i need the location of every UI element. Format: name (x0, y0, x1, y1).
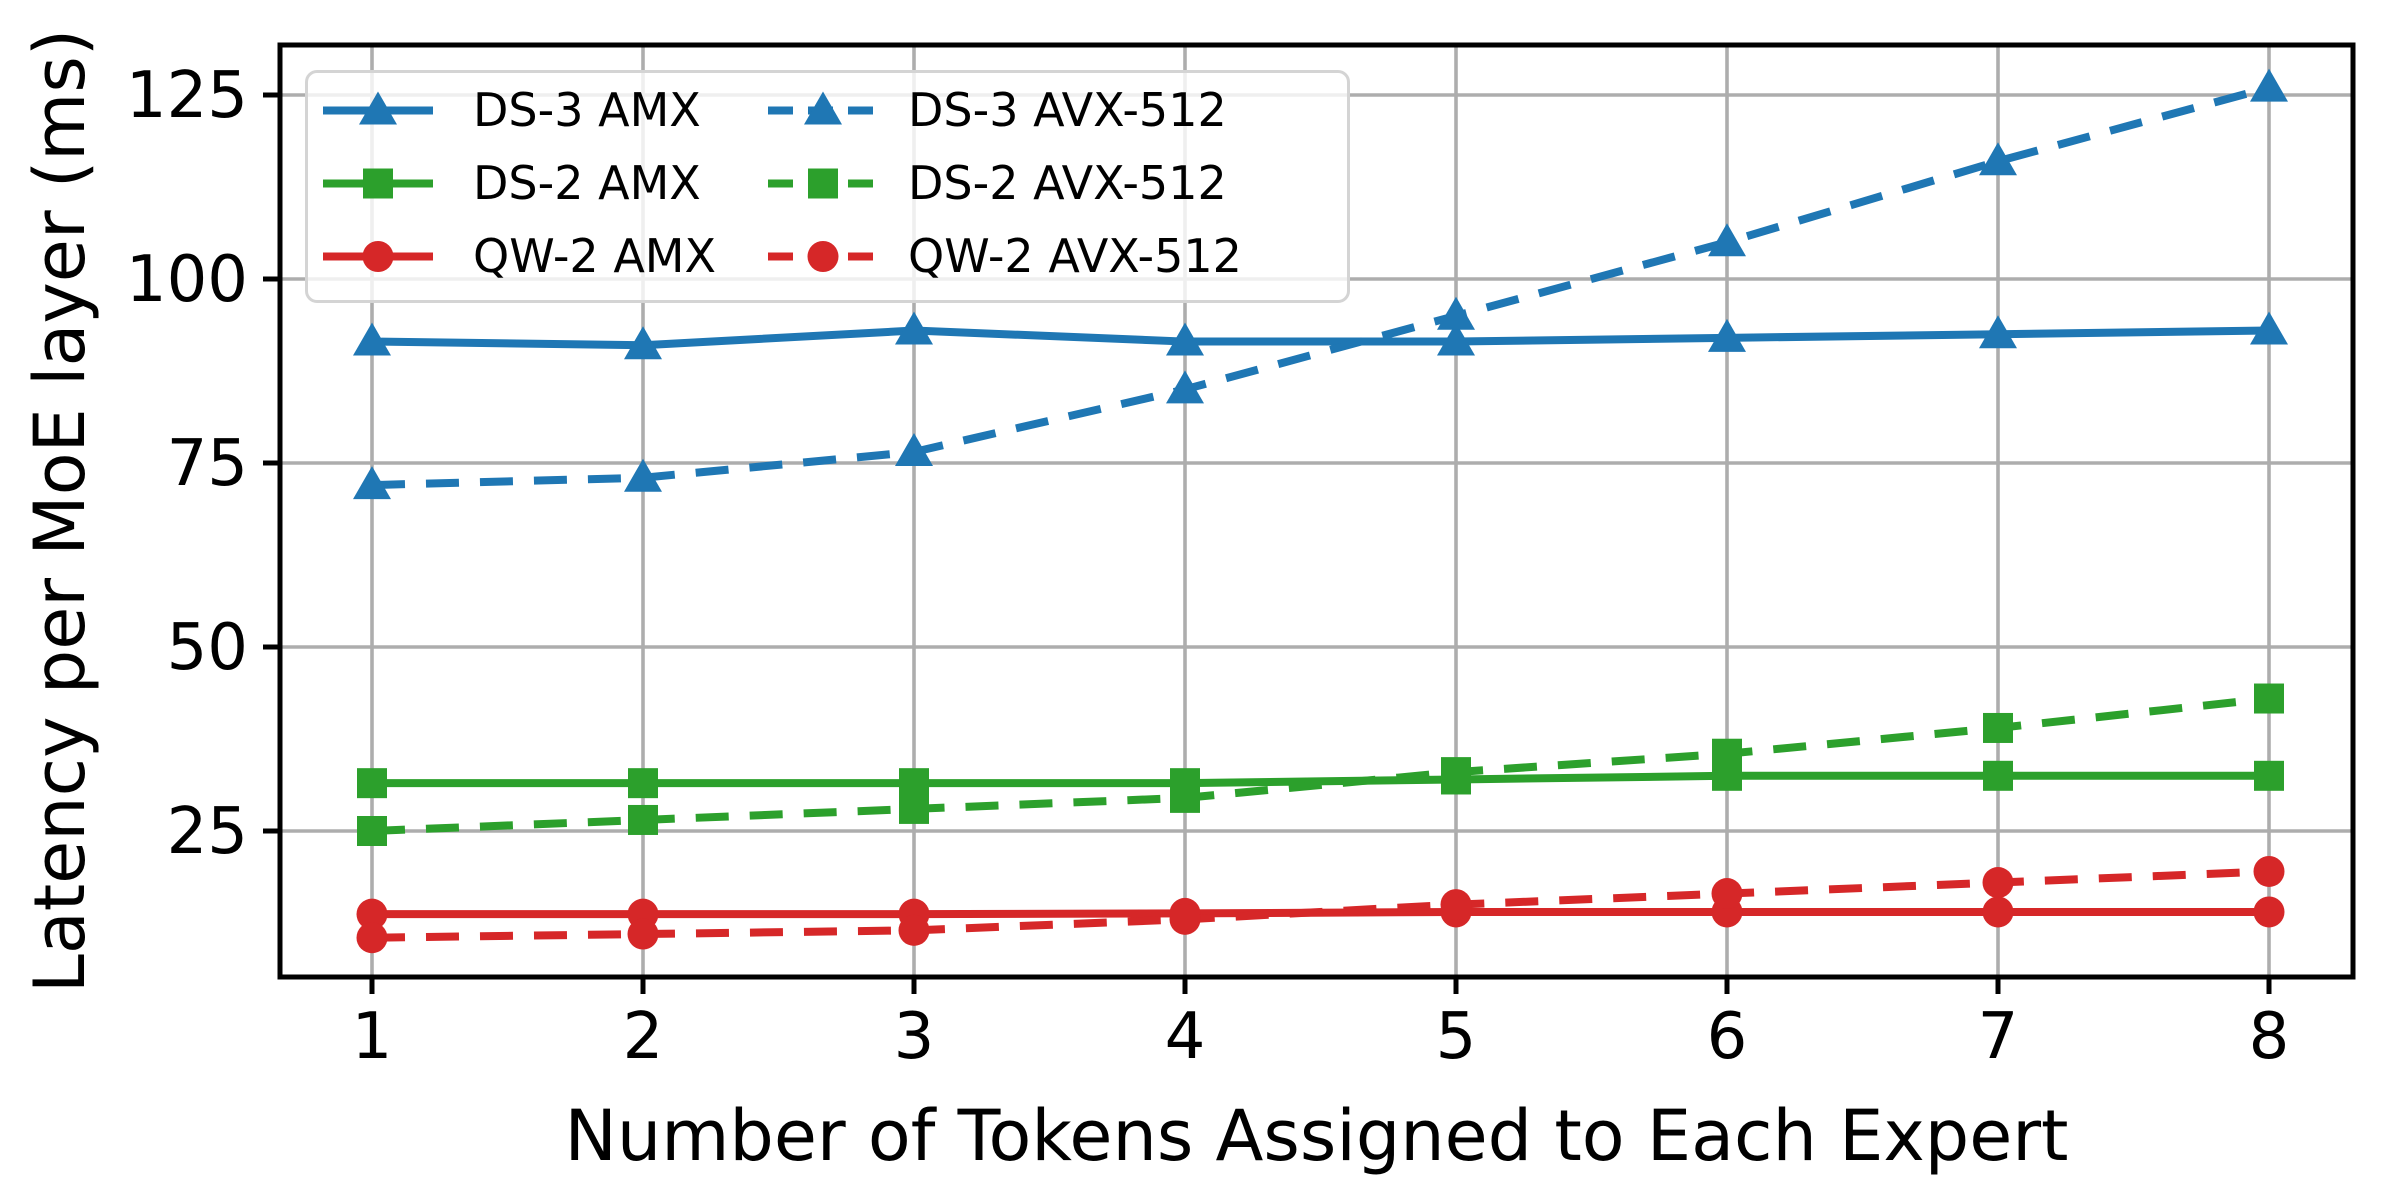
x-tick-label: 2 (623, 1000, 664, 1074)
y-axis-label: Latency per MoE layer (ms) (19, 28, 101, 994)
x-tick-label: 4 (1165, 1000, 1206, 1074)
plot-border (277, 42, 2356, 980)
legend-marker-ds2-amx (323, 168, 433, 199)
x-tick-label: 1 (352, 1000, 393, 1074)
y-tick-label: 50 (167, 611, 248, 685)
series-ds-3-amx (353, 311, 2288, 360)
y-tick-label: 100 (126, 243, 248, 317)
legend: DS-3 AMX DS-3 AVX-512 DS-2 AMX DS-2 AVX-… (305, 70, 1350, 303)
x-axis-ticks: 1 2 3 4 5 6 7 8 (352, 977, 2290, 1074)
legend-marker-ds3-amx (323, 91, 433, 125)
x-tick-label: 6 (1707, 1000, 1748, 1074)
legend-label-ds3-amx: DS-3 AMX (473, 83, 701, 137)
y-axis-ticks: 25 50 75 100 125 (126, 59, 280, 869)
legend-label-ds3-avx512: DS-3 AVX-512 (908, 83, 1227, 137)
x-tick-label: 7 (1978, 1000, 2019, 1074)
legend-marker-qw2-avx512 (768, 241, 878, 272)
x-tick-label: 3 (894, 1000, 935, 1074)
series-ds-2-avx-512 (357, 683, 2284, 846)
legend-label-qw2-avx512: QW-2 AVX-512 (908, 229, 1242, 283)
legend-label-ds2-amx: DS-2 AMX (473, 156, 701, 210)
y-tick-label: 25 (167, 795, 248, 869)
x-tick-label: 5 (1436, 1000, 1477, 1074)
legend-marker-ds3-avx512 (768, 91, 878, 125)
y-tick-label: 125 (126, 59, 248, 133)
y-tick-label: 75 (167, 427, 248, 501)
legend-marker-ds2-avx512 (768, 168, 878, 199)
legend-label-qw2-amx: QW-2 AMX (473, 229, 716, 283)
x-axis-label: Number of Tokens Assigned to Each Expert (564, 1095, 2069, 1177)
legend-marker-qw2-amx (323, 241, 433, 272)
series-ds-3-avx-512 (353, 68, 2288, 500)
x-tick-label: 8 (2249, 1000, 2290, 1074)
legend-label-ds2-avx512: DS-2 AVX-512 (908, 156, 1227, 210)
series-qw-2-avx-512 (356, 855, 2285, 954)
series-ds-2-amx (357, 760, 2284, 799)
